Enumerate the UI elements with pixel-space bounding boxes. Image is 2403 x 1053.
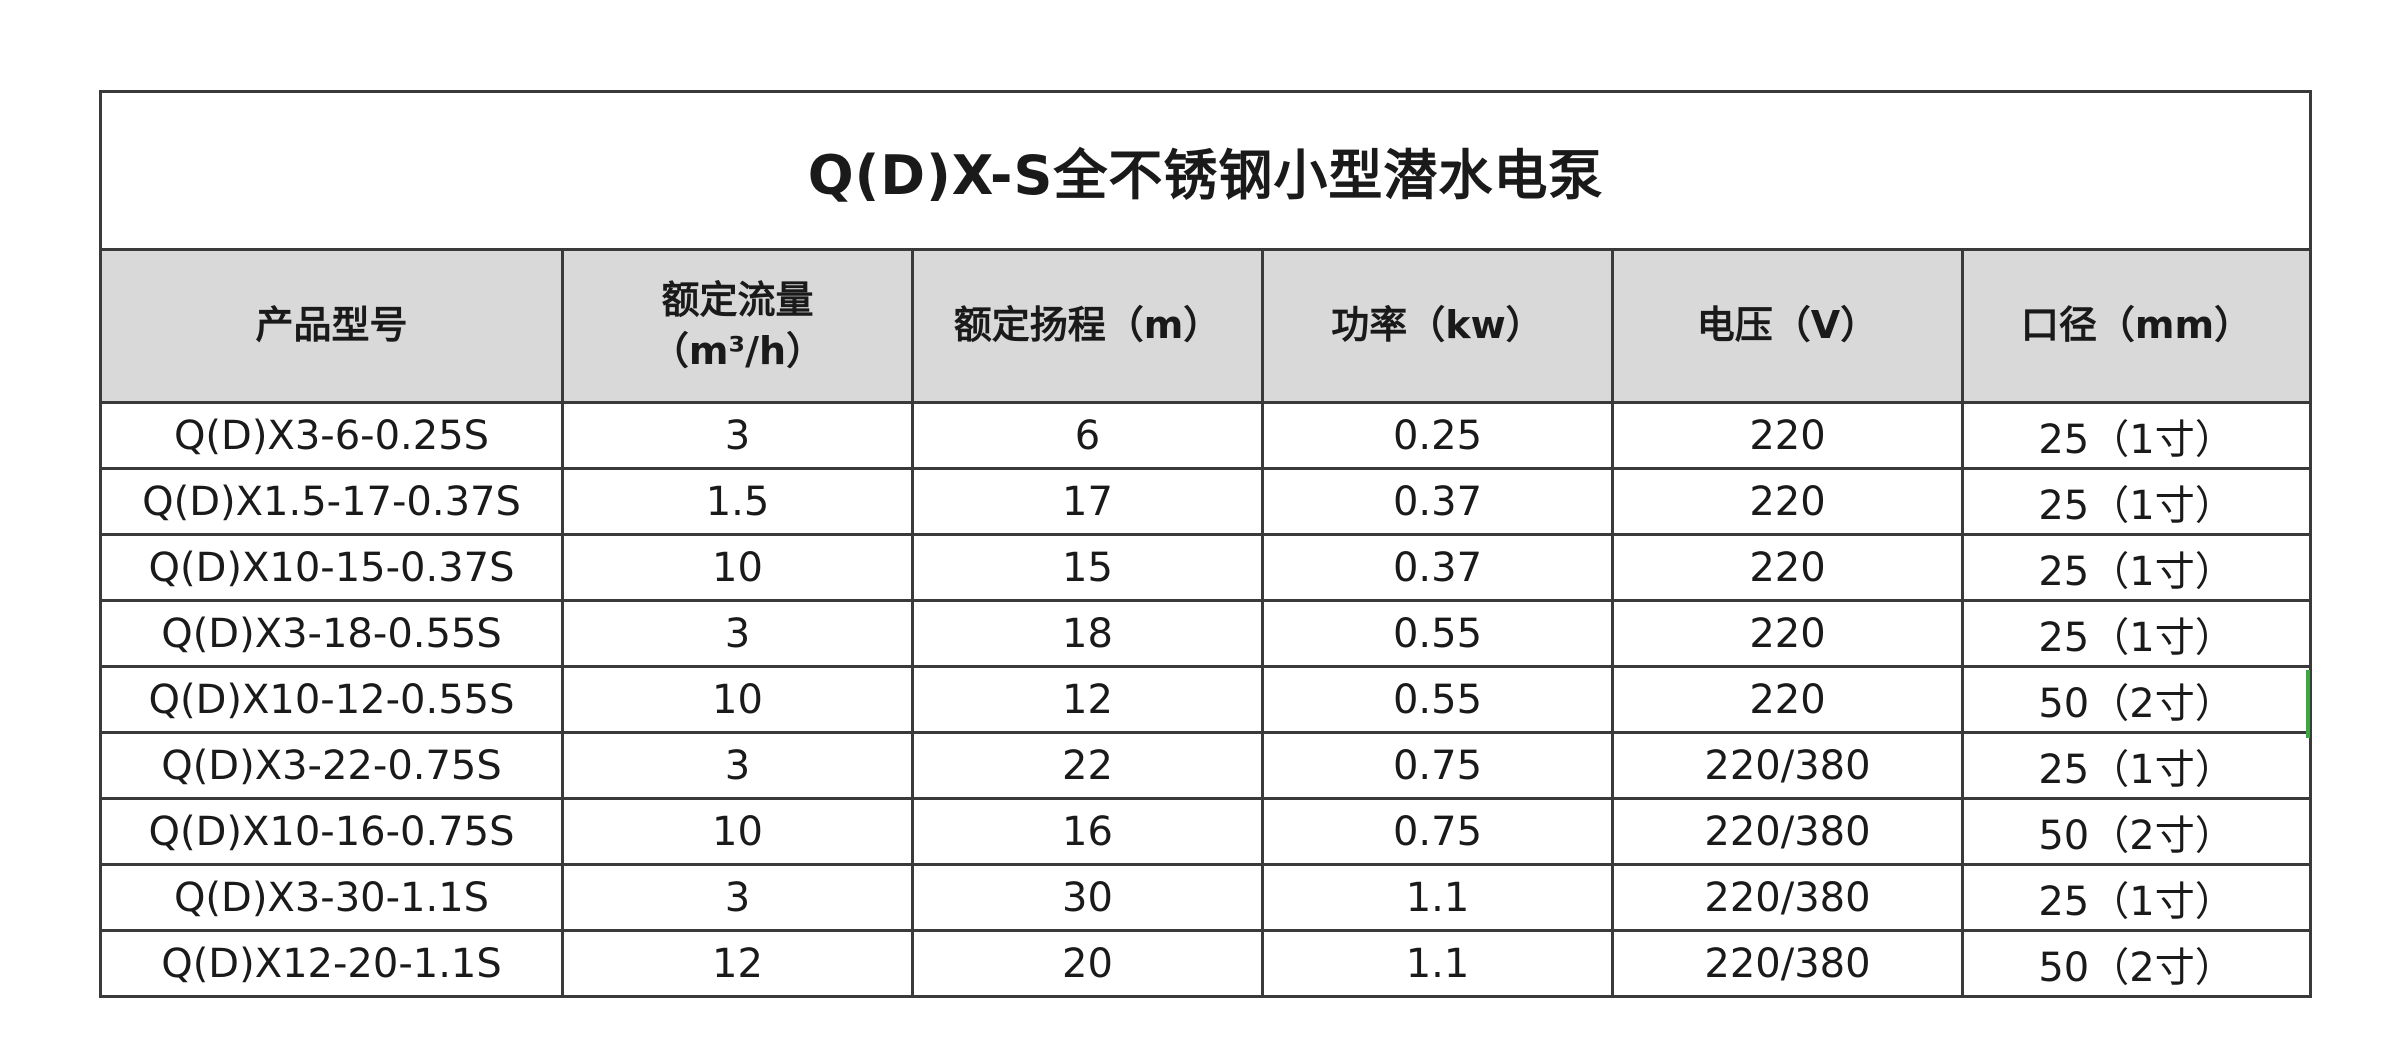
cell-model: Q(D)X1.5-17-0.37S [99,467,564,536]
cell-model: Q(D)X12-20-1.1S [99,929,564,998]
table-row: Q(D)X3-30-1.1S 3 30 1.1 220/380 25（1寸） [99,863,2313,932]
table-row: Q(D)X12-20-1.1S 12 20 1.1 220/380 50（2寸） [99,929,2313,998]
cell-rated-head: 22 [911,731,1264,800]
cell-rated-flow: 10 [561,533,914,602]
cell-power: 0.55 [1261,599,1614,668]
table-row: Q(D)X10-15-0.37S 10 15 0.37 220 25（1寸） [99,533,2313,602]
pump-spec-table: Q(D)X-S全不锈钢小型潜水电泵 产品型号 额定流量 （m³/h） 额定扬程（… [98,90,2313,998]
cell-diameter: 25（1寸） [1960,467,2313,536]
cell-rated-head: 20 [911,929,1264,998]
cell-power: 1.1 [1261,929,1614,998]
header-rated-flow-line1: 额定流量 [661,277,814,322]
cell-power: 0.37 [1261,533,1614,602]
header-row: 产品型号 额定流量 （m³/h） 额定扬程（m） 功率（kw） 电压（V） 口径… [99,248,2313,404]
cell-voltage: 220 [1611,599,1964,668]
cell-rated-head: 18 [911,599,1264,668]
cell-model: Q(D)X3-18-0.55S [99,599,564,668]
cell-voltage: 220/380 [1611,731,1964,800]
cell-rated-head: 12 [911,665,1264,734]
cell-voltage: 220/380 [1611,797,1964,866]
cell-rated-head: 30 [911,863,1264,932]
cell-rated-flow: 10 [561,797,914,866]
cell-diameter: 25（1寸） [1960,533,2313,602]
cell-rated-flow: 12 [561,929,914,998]
cell-voltage: 220/380 [1611,929,1964,998]
cell-diameter: 25（1寸） [1960,599,2313,668]
table-title: Q(D)X-S全不锈钢小型潜水电泵 [98,90,2313,251]
table-row: Q(D)X3-22-0.75S 3 22 0.75 220/380 25（1寸） [99,731,2313,800]
cell-power: 1.1 [1261,863,1614,932]
header-voltage: 电压（V） [1611,248,1964,404]
cell-power: 0.75 [1261,731,1614,800]
cell-power: 0.25 [1261,401,1614,470]
table-row: Q(D)X1.5-17-0.37S 1.5 17 0.37 220 25（1寸） [99,467,2313,536]
header-power: 功率（kw） [1261,248,1614,404]
cell-model: Q(D)X3-30-1.1S [99,863,564,932]
cell-rated-flow: 3 [561,731,914,800]
cell-rated-flow: 1.5 [561,467,914,536]
table-body: Q(D)X3-6-0.25S 3 6 0.25 220 25（1寸） Q(D)X1.5-17… [99,401,2313,998]
cell-voltage: 220 [1611,401,1964,470]
table-row: Q(D)X10-16-0.75S 10 16 0.75 220/380 50（2寸） [99,797,2313,866]
cell-voltage: 220 [1611,533,1964,602]
header-rated-flow-line2: （m³/h） [650,329,825,373]
cell-power: 0.55 [1261,665,1614,734]
green-edge-mark [2306,670,2310,738]
header-model: 产品型号 [99,248,564,404]
cell-diameter: 25（1寸） [1960,731,2313,800]
cell-model: Q(D)X3-6-0.25S [99,401,564,470]
cell-voltage: 220 [1611,665,1964,734]
cell-diameter: 50（2寸） [1960,665,2313,734]
cell-rated-flow: 3 [561,401,914,470]
cell-rated-head: 6 [911,401,1264,470]
cell-voltage: 220/380 [1611,863,1964,932]
cell-diameter: 50（2寸） [1960,797,2313,866]
cell-rated-head: 16 [911,797,1264,866]
cell-model: Q(D)X10-16-0.75S [99,797,564,866]
cell-diameter: 25（1寸） [1960,863,2313,932]
header-rated-head: 额定扬程（m） [911,248,1264,404]
cell-model: Q(D)X10-15-0.37S [99,533,564,602]
cell-diameter: 50（2寸） [1960,929,2313,998]
cell-power: 0.75 [1261,797,1614,866]
cell-voltage: 220 [1611,467,1964,536]
cell-diameter: 25（1寸） [1960,401,2313,470]
cell-model: Q(D)X10-12-0.55S [99,665,564,734]
table-row: Q(D)X3-18-0.55S 3 18 0.55 220 25（1寸） [99,599,2313,668]
header-diameter: 口径（mm） [1960,248,2313,404]
table-row: Q(D)X10-12-0.55S 10 12 0.55 220 50（2寸） [99,665,2313,734]
cell-power: 0.37 [1261,467,1614,536]
table-row: Q(D)X3-6-0.25S 3 6 0.25 220 25（1寸） [99,401,2313,470]
cell-rated-flow: 3 [561,599,914,668]
header-rated-flow: 额定流量 （m³/h） [561,248,914,404]
cell-rated-head: 17 [911,467,1264,536]
cell-model: Q(D)X3-22-0.75S [99,731,564,800]
cell-rated-head: 15 [911,533,1264,602]
title-row: Q(D)X-S全不锈钢小型潜水电泵 [98,90,2313,251]
cell-rated-flow: 10 [561,665,914,734]
cell-rated-flow: 3 [561,863,914,932]
